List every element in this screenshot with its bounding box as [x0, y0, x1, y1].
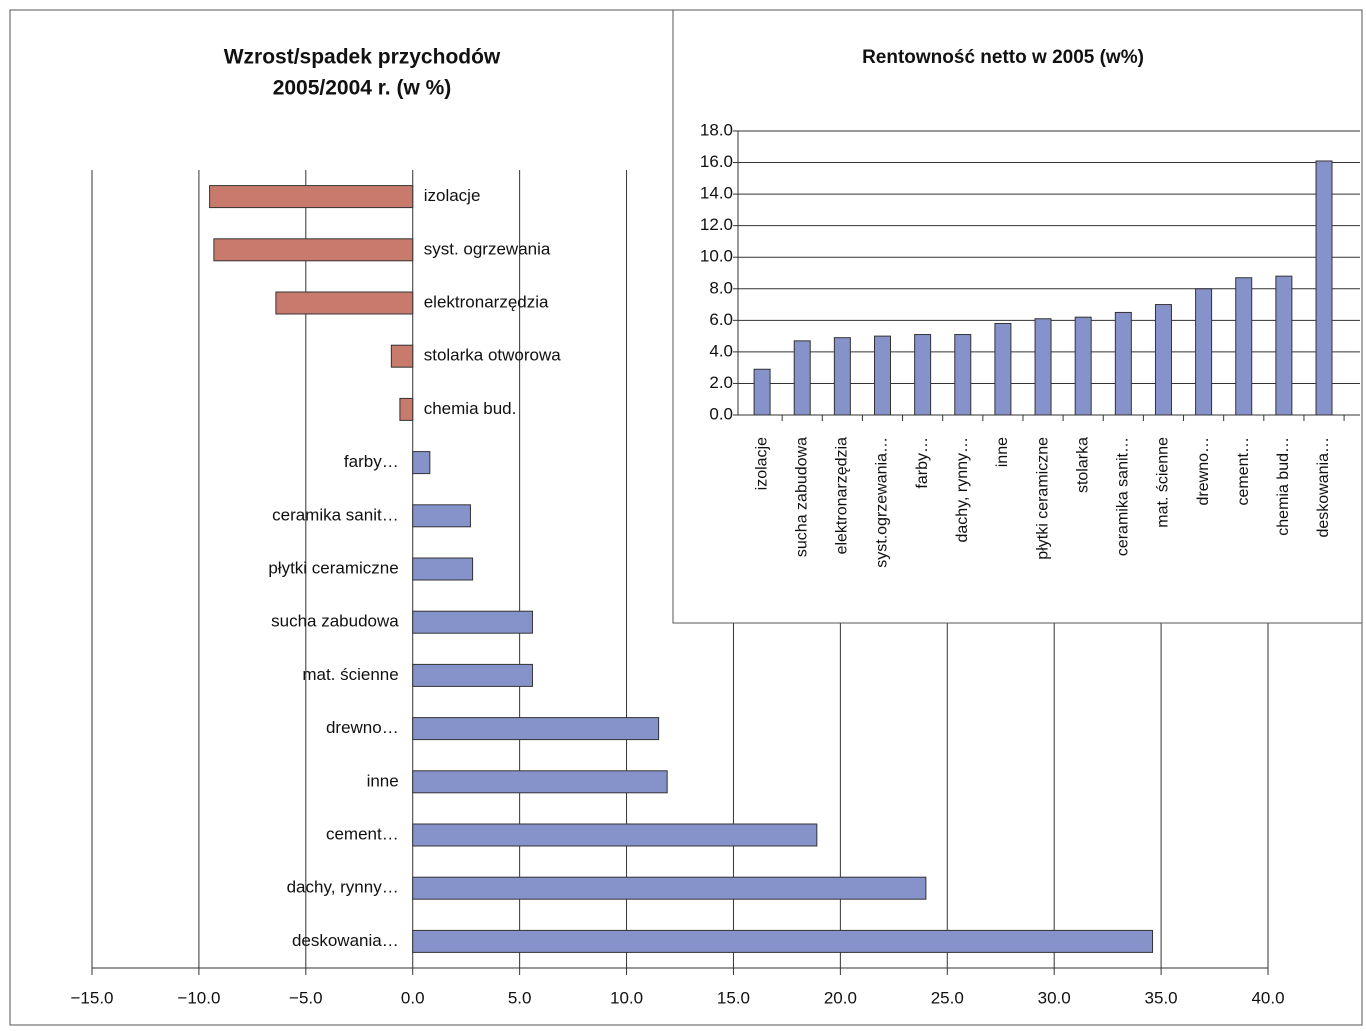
bar [1114, 311, 1132, 416]
category-label: inne [367, 771, 399, 790]
y-tick-label: 16.0 [700, 152, 733, 171]
x-tick-label: 25.0 [931, 988, 964, 1007]
bar [213, 238, 414, 262]
y-tick-label: 10.0 [700, 247, 733, 266]
y-tick-label: 2.0 [709, 373, 733, 392]
category-label: izolacje [424, 186, 481, 205]
category-label: cement… [326, 824, 399, 843]
category-label: mat. ścienne [302, 665, 398, 684]
x-tick-label: stolarka [1074, 437, 1091, 493]
y-tick-label: 8.0 [709, 278, 733, 297]
x-tick-label: drewno… [1195, 437, 1212, 505]
x-tick-label: 35.0 [1145, 988, 1178, 1007]
bar [209, 185, 414, 209]
x-tick-label: 0.0 [401, 988, 425, 1007]
category-label: ceramika sanit… [272, 505, 399, 524]
bar [412, 557, 474, 581]
category-label: syst. ogrzewania [424, 239, 551, 258]
x-tick-label: syst.ogrzewania… [874, 437, 891, 568]
bar [412, 610, 533, 634]
bar [1154, 304, 1172, 416]
bar [833, 337, 851, 416]
bar [390, 344, 414, 368]
bar [873, 335, 891, 416]
x-tick-label: mat. ścienne [1155, 437, 1172, 528]
category-label: drewno… [326, 718, 399, 737]
inset-chart: Rentowność netto w 2005 (w%) 0.0 2.0 4.0 6.0… [700, 47, 1360, 568]
bar [275, 291, 414, 315]
y-tick-label: 12.0 [700, 215, 733, 234]
category-label: elektronarzędzia [424, 292, 549, 311]
y-tick-label: 4.0 [709, 341, 733, 360]
category-label: dachy, rynny… [287, 878, 399, 897]
bar [412, 929, 1154, 953]
x-tick-label: dachy, rynny… [954, 437, 971, 543]
bar [753, 368, 771, 416]
bar [1235, 277, 1253, 416]
bar [412, 451, 431, 475]
x-tick-label: 10.0 [610, 988, 643, 1007]
bar [954, 334, 972, 416]
category-label: sucha zabudowa [271, 612, 399, 631]
x-tick-label: −5.0 [289, 988, 323, 1007]
bar [793, 340, 811, 416]
bar [412, 504, 471, 528]
x-tick-label: płytki ceramiczne [1034, 437, 1051, 560]
x-tick-label: ceramika sanit… [1115, 437, 1132, 556]
category-label: chemia bud. [424, 399, 517, 418]
category-label: płytki ceramiczne [268, 558, 398, 577]
x-tick-label: farby… [914, 437, 931, 489]
bar [1315, 160, 1333, 416]
bar [1074, 316, 1092, 416]
chart-title: Rentowność netto w 2005 (w%) [862, 47, 1144, 68]
x-tick-label: −10.0 [177, 988, 220, 1007]
bar [412, 663, 533, 687]
y-tick-label: 14.0 [700, 184, 733, 203]
x-tick-label: elektronarzędzia [834, 437, 851, 555]
x-tick-label: −15.0 [70, 988, 113, 1007]
category-label: stolarka otworowa [424, 346, 562, 365]
bar [1195, 288, 1213, 416]
y-tick-label: 18.0 [700, 120, 733, 139]
category-label: farby… [344, 452, 399, 471]
x-tick-label: deskowania… [1315, 437, 1332, 538]
bar [399, 397, 414, 421]
bar [412, 876, 927, 900]
x-tick-label: 40.0 [1251, 988, 1284, 1007]
bar [412, 717, 660, 741]
y-tick-label: 6.0 [709, 310, 733, 329]
x-tick-label: izolacje [753, 437, 770, 490]
x-tick-label: 20.0 [824, 988, 857, 1007]
chart-title: Wzrost/spadek przychodów [224, 46, 501, 69]
bar [1275, 275, 1293, 416]
bar [994, 322, 1012, 416]
bar [1034, 318, 1052, 416]
x-tick-label: cement… [1235, 437, 1252, 505]
x-tick-label: inne [994, 437, 1011, 467]
bar [412, 770, 668, 794]
x-tick-label: 30.0 [1038, 988, 1071, 1007]
category-label: deskowania… [292, 931, 399, 950]
bar [412, 823, 818, 847]
y-tick-label: 0.0 [709, 404, 733, 423]
inset-frame [672, 9, 1363, 624]
x-tick-label: 5.0 [508, 988, 532, 1007]
bar [914, 334, 932, 416]
x-tick-label: 15.0 [717, 988, 750, 1007]
chart-title: 2005/2004 r. (w %) [273, 77, 452, 100]
main-chart: Wzrost/spadek przychodów 2005/2004 r. (w … [70, 46, 1284, 1008]
x-tick-label: chemia bud… [1275, 437, 1292, 536]
x-tick-label: sucha zabudowa [793, 437, 810, 557]
